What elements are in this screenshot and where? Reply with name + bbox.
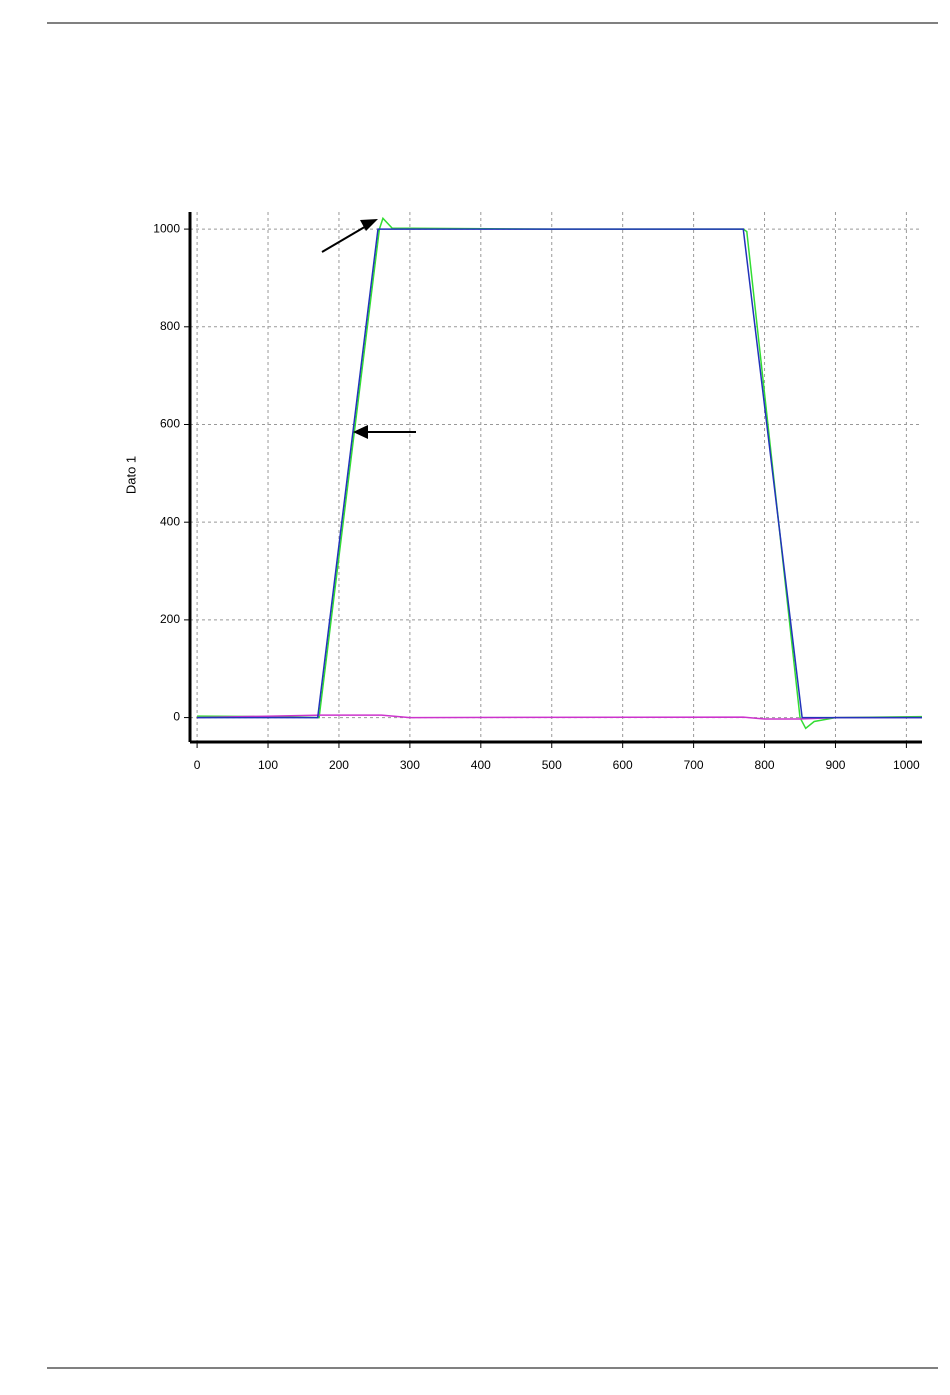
data-line <box>197 228 922 719</box>
x-tick-label: 1000 <box>893 758 920 772</box>
x-tick-label: 700 <box>684 758 704 772</box>
y-tick-label: 200 <box>160 612 180 626</box>
x-tick-label: 500 <box>542 758 562 772</box>
chart: 0 200 400 600 800 1000 0 100 200 300 400 500 600 700 8… <box>153 212 923 772</box>
x-tick-label: 900 <box>825 758 845 772</box>
x-tick-label: 0 <box>194 758 201 772</box>
y-tick-label: 0 <box>173 710 180 724</box>
x-tick-label: 600 <box>613 758 633 772</box>
y-tick-label: 400 <box>160 514 180 528</box>
x-tick-label: 300 <box>400 758 420 772</box>
x-tick-label: 400 <box>471 758 491 772</box>
x-tick-label: 800 <box>755 758 775 772</box>
y-tick-label: 600 <box>160 417 180 431</box>
x-tick-label: 100 <box>258 758 278 772</box>
data-line <box>197 216 923 730</box>
y-tick-label: 1000 <box>153 221 180 235</box>
y-axis-label: Dato 1 <box>123 456 138 494</box>
x-tick-label: 200 <box>329 758 349 772</box>
annotation-arrow <box>321 219 416 439</box>
y-tick-label: 800 <box>160 319 180 333</box>
